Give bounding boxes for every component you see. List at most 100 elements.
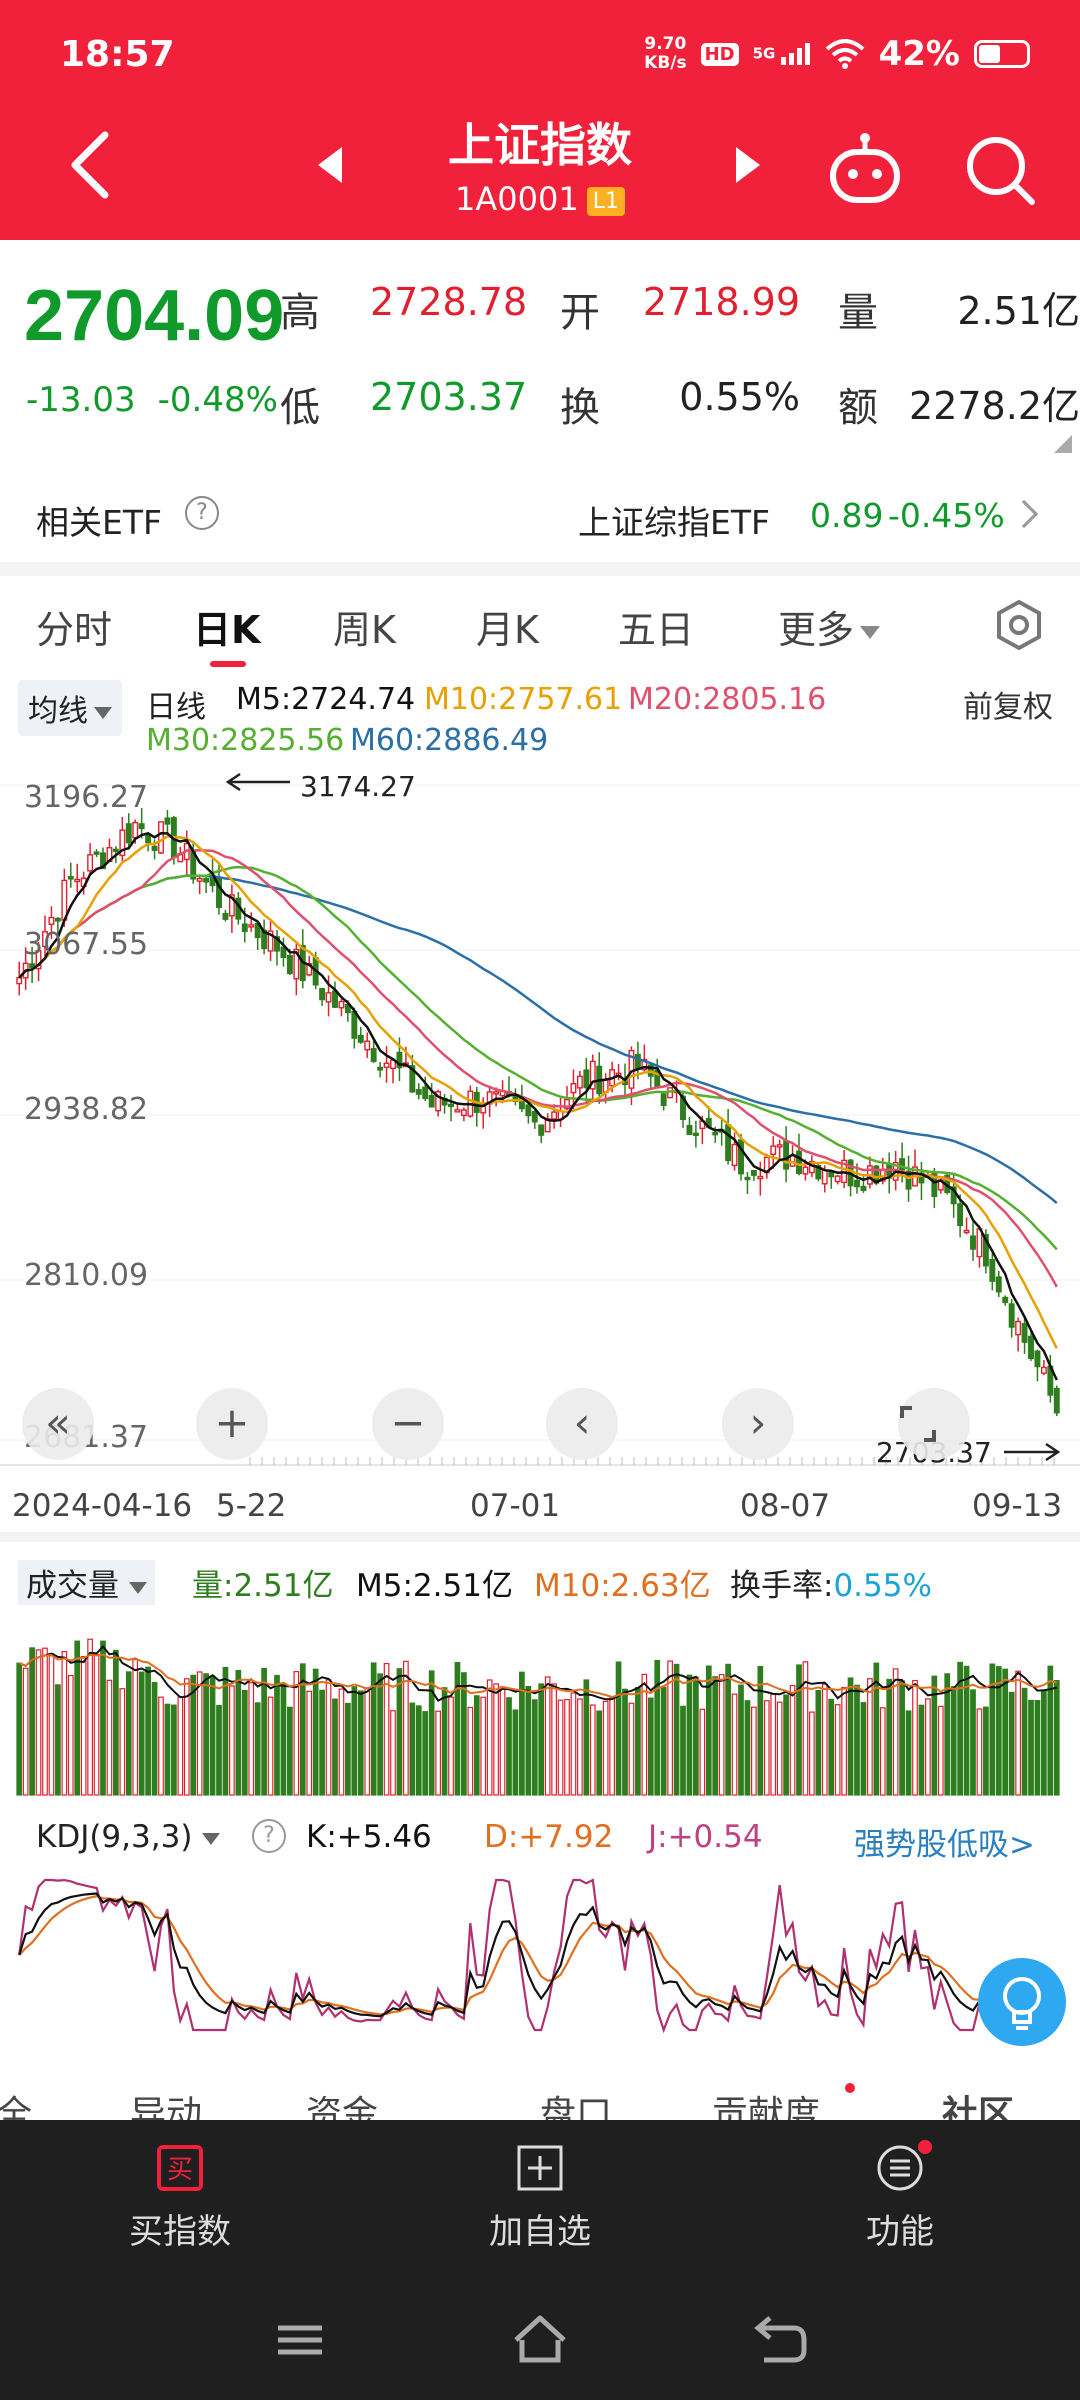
subtab-all[interactable]: 全 (0, 2094, 33, 2120)
volume-bar (751, 1706, 757, 1796)
candle-body (319, 988, 326, 1001)
sub-tabs: 全 异动 资金 盘口 贡献度 社区 (0, 2055, 1080, 2120)
volume-bar (319, 1689, 325, 1796)
volume-bar (976, 1708, 983, 1796)
zoom-in-button[interactable]: + (196, 1388, 268, 1460)
volume-selector[interactable]: 成交量 (18, 1560, 155, 1605)
chart-settings-icon[interactable] (993, 599, 1045, 651)
candle-body (138, 823, 145, 830)
next-stock-icon[interactable] (736, 147, 760, 183)
ma-selector[interactable]: 均线 (18, 680, 122, 736)
volume-bar (125, 1671, 132, 1796)
candle-body (776, 1144, 783, 1148)
strong-stock-promo-link[interactable]: 强势股低吸> (854, 1827, 1035, 1863)
volume-chart[interactable] (0, 1620, 1080, 1800)
candle-body (415, 1089, 422, 1095)
volume-bar (67, 1674, 74, 1796)
subtab-funds[interactable]: 资金 (306, 2094, 379, 2120)
volume-bar (635, 1686, 641, 1796)
subtab-order-book[interactable]: 盘口 (540, 2094, 613, 2120)
kdj-selector[interactable]: KDJ(9,3,3) (36, 1819, 221, 1855)
volume-bar (235, 1669, 242, 1796)
candle-body (860, 1185, 867, 1191)
active-tab-indicator (210, 661, 246, 667)
volume-bar (841, 1686, 847, 1796)
assistant-robot-icon[interactable] (825, 130, 905, 210)
volume-bar (428, 1670, 435, 1796)
volume-bar (48, 1653, 55, 1796)
system-back-icon[interactable] (750, 2310, 810, 2370)
kdj-j-value: J:+0.54 (648, 1819, 763, 1855)
tips-bulb-button[interactable] (978, 1958, 1066, 2046)
candle-body (280, 946, 287, 959)
tab-more[interactable]: 更多 (778, 599, 881, 654)
tab-intraday[interactable]: 分时 (36, 608, 113, 652)
candle-body (428, 1094, 435, 1108)
tab-weekly-k[interactable]: 周K (333, 608, 396, 652)
scroll-left-button[interactable]: ‹ (546, 1388, 618, 1460)
high-marker-label: 3174.27 (300, 770, 416, 803)
add-square-icon (516, 2144, 564, 2192)
subtab-movement[interactable]: 异动 (130, 2094, 203, 2120)
volume-bar (525, 1686, 532, 1796)
volume-bar (712, 1676, 719, 1796)
scroll-to-start-button[interactable]: « (22, 1388, 94, 1460)
volume-bar (654, 1660, 661, 1796)
tab-monthly-k[interactable]: 月K (476, 608, 539, 652)
tab-five-day[interactable]: 五日 (618, 608, 695, 652)
search-icon[interactable] (960, 130, 1040, 210)
candle-body (112, 848, 119, 853)
candle-body (802, 1166, 809, 1175)
functions-button[interactable]: 功能 (800, 2140, 1000, 2253)
candle-body (770, 1145, 777, 1155)
recent-apps-icon[interactable] (270, 2310, 330, 2370)
expand-corner-icon[interactable] (1054, 435, 1072, 453)
candle-body (409, 1065, 416, 1093)
subtab-contribution[interactable]: 贡献度 (712, 2094, 821, 2120)
chevron-right-icon (1009, 499, 1039, 529)
volume-bar (699, 1708, 706, 1796)
fullscreen-button[interactable] (898, 1388, 970, 1460)
candle-body (435, 1091, 442, 1112)
volume-legend: 成交量 量:2.51亿 M5:2.51亿 M10:2.63亿 换手率:0.55% (0, 1556, 1080, 1606)
related-etf-row[interactable]: 相关ETF ? 上证综指ETF 0.89 -0.45% (0, 480, 1080, 550)
volume-bar (1053, 1679, 1060, 1796)
low-value: 2703.37 (370, 375, 528, 419)
buy-index-button[interactable]: 买 买指数 (80, 2144, 280, 2253)
candle-body (757, 1175, 764, 1180)
previous-stock-icon[interactable] (318, 147, 342, 183)
volume-bar (718, 1673, 725, 1796)
volume-ma10: M10:2.63亿 (534, 1568, 711, 1604)
candle-body (731, 1143, 738, 1167)
x-axis-label: 5-22 (216, 1488, 287, 1524)
kdj-chart[interactable] (0, 1860, 1080, 2040)
candle-body (119, 829, 126, 857)
volume-bar (686, 1674, 693, 1796)
candle-body (995, 1276, 1002, 1293)
volume-value: 2.51亿 (957, 289, 1080, 333)
volume-bar (557, 1699, 564, 1796)
add-watchlist-button[interactable]: 加自选 (440, 2144, 640, 2253)
zoom-out-button[interactable]: − (372, 1388, 444, 1460)
volume-bar (35, 1649, 42, 1796)
notification-dot (918, 2140, 932, 2154)
kline-chart[interactable]: 3196.27 3067.55 2938.82 2810.09 2681.37 … (0, 760, 1080, 1524)
candle-body (196, 877, 203, 882)
candle-body (589, 1060, 596, 1090)
home-icon[interactable] (510, 2310, 570, 2370)
candle-body (480, 1105, 487, 1114)
help-icon[interactable]: ? (185, 496, 219, 530)
volume-bar (29, 1647, 35, 1796)
volume-bar (248, 1682, 255, 1796)
back-arrow-icon[interactable] (60, 125, 120, 205)
kdj-k-value: K:+5.46 (306, 1819, 432, 1855)
scroll-right-button[interactable]: › (722, 1388, 794, 1460)
tab-daily-k[interactable]: 日K (193, 608, 261, 652)
adjust-mode[interactable]: 前复权 (963, 690, 1053, 725)
subtab-community[interactable]: 社区 (942, 2094, 1015, 2120)
help-icon[interactable]: ? (252, 1819, 286, 1853)
volume-bar (667, 1660, 673, 1796)
volume-bar (403, 1660, 409, 1796)
volume-bar (229, 1685, 235, 1796)
low-label: 低 (280, 385, 320, 431)
